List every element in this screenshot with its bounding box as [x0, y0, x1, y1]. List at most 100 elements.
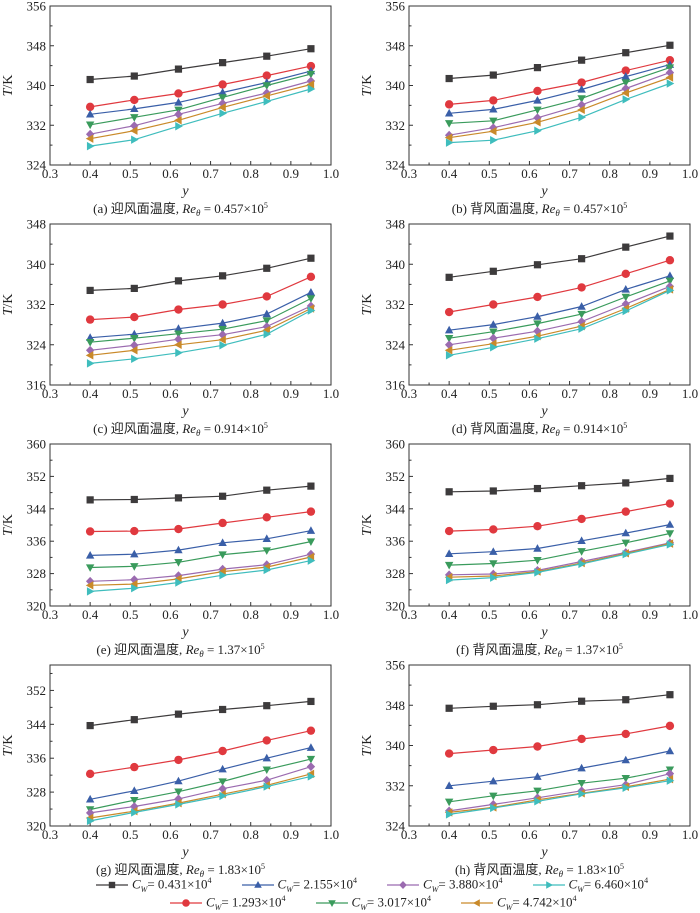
- y-tick-label: 352: [386, 469, 406, 484]
- data-point: [578, 559, 587, 569]
- square-marker-icon: [96, 881, 128, 889]
- series-0: [86, 45, 315, 84]
- data-point: [130, 526, 139, 536]
- data-point: [665, 530, 675, 538]
- chart-panel-g: 0.3 0.4 0.5 0.6 0.7 0.8 0.9 1.0 320 328 336 344 352 y…: [1, 664, 339, 879]
- y-tick-label: 336: [386, 534, 406, 549]
- data-point: [218, 88, 227, 96]
- data-point: [86, 359, 95, 368]
- y-tick-label: 336: [27, 751, 47, 766]
- data-point: [262, 736, 271, 745]
- y-tick-label: 344: [386, 501, 406, 516]
- data-point: [85, 769, 95, 779]
- data-point: [490, 803, 498, 813]
- series-line: [449, 543, 671, 581]
- data-point: [218, 746, 227, 756]
- data-point: [490, 343, 498, 352]
- data-point: [622, 243, 630, 251]
- y-axis-label: T/K: [1, 514, 16, 536]
- series-0: [445, 41, 674, 83]
- data-point: [444, 340, 454, 350]
- data-point: [130, 796, 139, 805]
- data-point: [218, 335, 226, 344]
- data-point: [306, 762, 316, 772]
- legend-item: CW= 6.460×104: [531, 876, 649, 894]
- data-point: [577, 100, 586, 110]
- data-point: [85, 134, 94, 143]
- series-5: [444, 285, 674, 355]
- data-point: [306, 295, 316, 303]
- data-point: [218, 778, 227, 786]
- series-1: [85, 507, 316, 536]
- series-3: [444, 64, 675, 128]
- data-point: [307, 772, 316, 781]
- data-point: [577, 85, 586, 93]
- chart-panel-b: 0.3 0.4 0.5 0.6 0.7 0.8 0.9 1.0 324 332 340 348 356 y…: [360, 0, 698, 218]
- data-point: [263, 264, 271, 272]
- legend-label: CW= 6.460×104: [568, 876, 649, 894]
- data-point: [666, 79, 675, 88]
- data-point: [262, 71, 271, 80]
- chart-panel-c: 0.3 0.4 0.5 0.6 0.7 0.8 0.9 1.0 316 324 332 340 348 y…: [1, 217, 339, 439]
- series-1: [444, 55, 675, 109]
- data-point: [85, 121, 95, 130]
- data-point: [621, 72, 630, 80]
- data-point: [665, 256, 675, 265]
- legend-label: CW= 2.155×104: [277, 876, 358, 894]
- data-point: [621, 84, 630, 93]
- data-point: [489, 300, 498, 309]
- series-6: [86, 772, 316, 826]
- data-point: [174, 524, 183, 534]
- series-line: [449, 725, 671, 755]
- data-point: [488, 127, 497, 136]
- y-tick-label: 332: [386, 297, 406, 312]
- x-tick-label: 0.7: [561, 386, 578, 401]
- y-tick-label: 324: [386, 819, 406, 834]
- legend-label: CW= 3.880×104: [423, 876, 503, 894]
- y-tick-label: 324: [386, 337, 406, 352]
- data-point: [307, 306, 316, 315]
- x-tick-label: 0.6: [521, 827, 538, 842]
- x-tick-label: 0.5: [481, 166, 497, 181]
- x-tick-label: 1.0: [323, 166, 339, 181]
- data-point: [130, 72, 138, 80]
- x-axis-label: y: [539, 404, 548, 419]
- data-point: [622, 479, 630, 487]
- series-line: [90, 276, 312, 321]
- series-line: [90, 541, 312, 569]
- y-tick-label: 332: [27, 118, 47, 133]
- series-4: [85, 762, 316, 818]
- data-point: [445, 488, 453, 496]
- x-tick-label: 0.4: [441, 166, 458, 181]
- x-tick-label: 0.9: [283, 607, 299, 622]
- series-line: [89, 83, 312, 140]
- data-point: [666, 286, 675, 295]
- series-5: [85, 80, 315, 143]
- data-point: [219, 59, 227, 67]
- data-point: [533, 292, 542, 302]
- series-3: [85, 295, 316, 347]
- data-point: [444, 335, 454, 343]
- data-point: [174, 65, 183, 73]
- x-tick-label: 0.8: [602, 386, 618, 401]
- data-point: [577, 78, 586, 87]
- x-tick-label: 0.3: [401, 827, 417, 842]
- y-axis-label: T/K: [1, 294, 16, 316]
- data-point: [444, 120, 454, 128]
- data-point: [621, 293, 630, 302]
- data-point: [307, 556, 316, 565]
- series-1: [444, 256, 675, 317]
- data-point: [219, 791, 228, 801]
- data-point: [129, 346, 138, 355]
- y-tick-label: 344: [27, 501, 47, 516]
- x-tick-label: 0.8: [243, 386, 259, 401]
- plot-frame: [49, 223, 332, 386]
- data-point: [175, 800, 183, 809]
- x-tick-label: 0.8: [602, 827, 618, 842]
- x-tick-label: 0.9: [642, 166, 658, 181]
- series-3: [85, 538, 316, 572]
- x-axis-label: y: [539, 845, 548, 860]
- data-point: [622, 783, 631, 792]
- triangle-down-marker-icon: [315, 900, 348, 907]
- data-point: [533, 320, 542, 329]
